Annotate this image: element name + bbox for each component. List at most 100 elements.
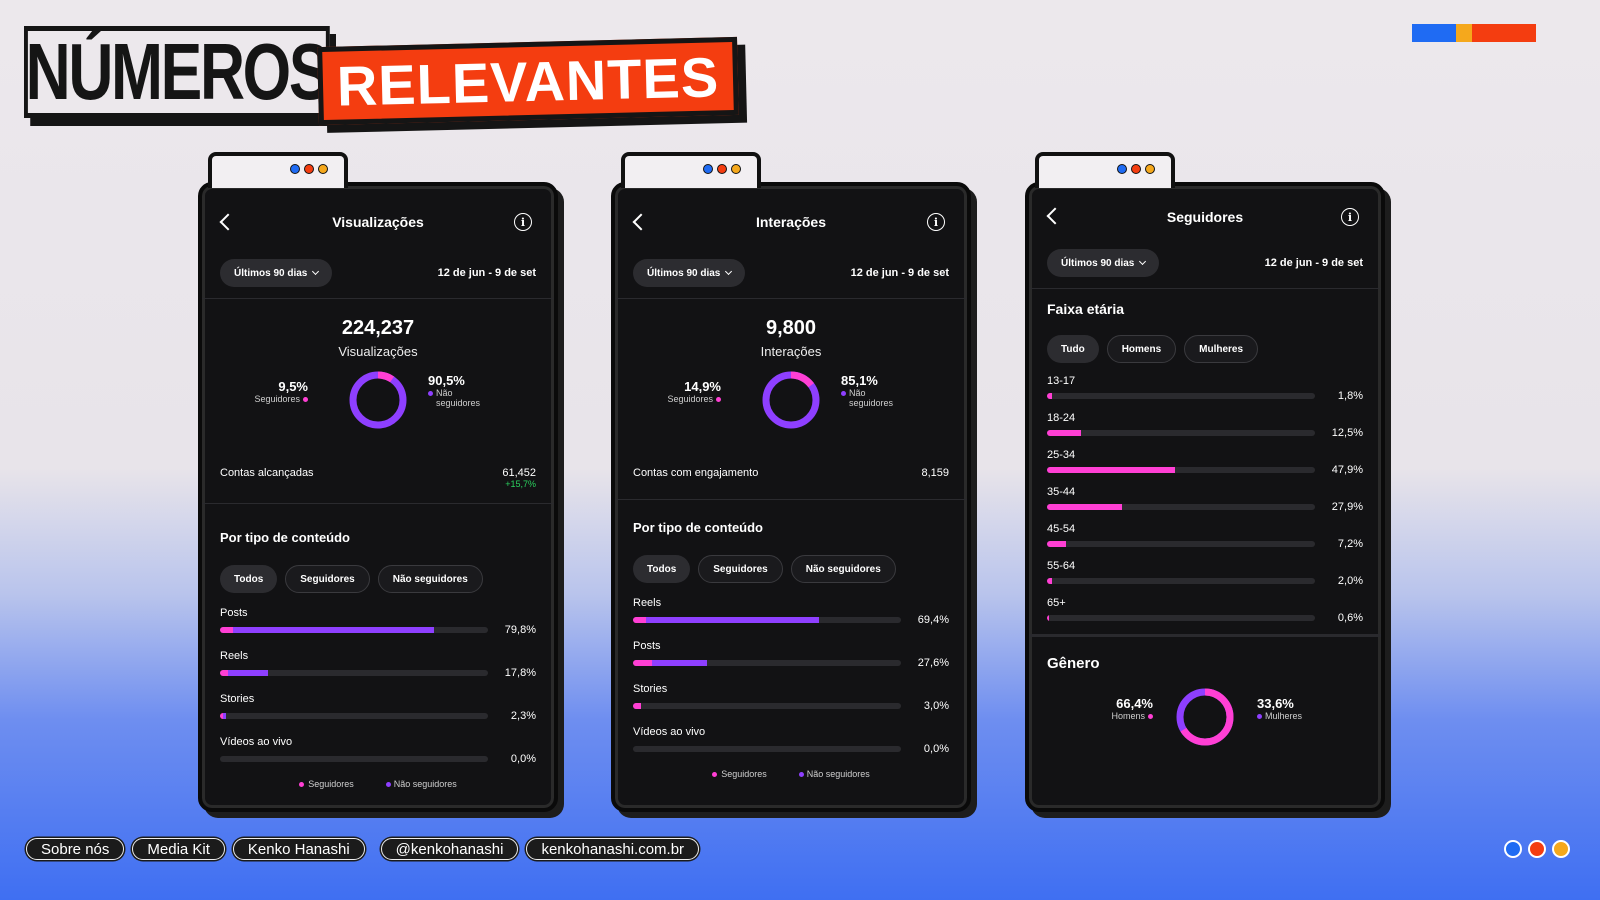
interactions-panel: Interações i Últimos 90 dias 12 de jun -… [611,152,971,812]
age-value: 27,9% [1331,501,1363,513]
legend-followers-dot-icon [712,772,718,778]
date-range: 12 de jun - 9 de set [1264,257,1363,269]
age-bar-fill [1047,615,1049,621]
window-dot-yellow-icon [318,164,328,174]
age-bar-fill [1047,578,1053,584]
content-type-bars: Posts 79,8% Reels 17,8% Stories 2,3% Vídeos ao… [220,607,536,765]
non-followers-pct: 90,5% [428,373,465,388]
bar-track [220,713,488,719]
period-dropdown[interactable]: Últimos 90 dias [220,259,333,287]
footer-link-kenko-hanashi[interactable]: Kenko Hanashi [232,838,365,860]
bar-non-followers-segment [646,617,819,623]
legend-followers: Seguidores [308,779,354,789]
followers-donut-chart [762,371,820,429]
men-dot-icon [1148,714,1153,720]
bar-track [1047,504,1315,510]
age-bar-fill [1047,393,1052,399]
back-arrow-icon[interactable] [632,213,650,231]
period-label: Últimos 90 dias [647,267,721,279]
corner-dot-red-icon [1528,840,1546,858]
tab-mulheres[interactable]: Mulheres [1184,335,1259,363]
non-followers-label-1: Não [436,388,453,398]
footer-handle[interactable]: @kenkohanashi [380,838,519,860]
age-bar-fill [1047,467,1176,473]
content-bar-row: Vídeos ao vivo 0,0% [220,736,536,765]
footer-link-media-kit[interactable]: Media Kit [132,838,225,860]
bar-non-followers-segment [233,627,434,633]
age-value: 47,9% [1331,464,1363,476]
back-arrow-icon[interactable] [1046,207,1064,225]
bar-followers-segment [633,617,647,623]
window-dot-blue-icon [1117,164,1127,174]
bar-fill [220,670,268,676]
total-interactions: 9,800 [765,317,817,339]
bar-track [1047,615,1315,621]
bar-value: 69,4% [917,614,949,626]
content-bar-row: Stories 3,0% [633,683,949,712]
age-label: 18-24 [1047,412,1076,424]
tab-nao-seguidores[interactable]: Não seguidores [790,555,896,583]
age-label: 13-17 [1047,375,1076,387]
age-label: 45-54 [1047,523,1076,535]
women-label: Mulheres [1265,711,1303,721]
window-dot-yellow-icon [731,164,741,174]
stat-value: 61,452 [502,467,536,479]
info-icon[interactable]: i [514,213,532,231]
bar-label: Vídeos ao vivo [220,736,293,748]
bar-non-followers-segment [223,713,227,719]
page-title: NÚMEROS RELEVANTES [24,26,764,136]
info-icon[interactable]: i [927,213,945,231]
brand-color-bar [1412,24,1536,42]
non-followers-label-2: seguidores [849,398,894,408]
title-relevantes: RELEVANTES [317,36,739,126]
bar-fill [220,627,434,633]
section-title: Por tipo de conteúdo [633,520,763,535]
bar-fill [633,617,819,623]
bar-track [220,756,488,762]
bar-value: 17,8% [504,667,536,679]
bar-track [1047,393,1315,399]
women-dot-icon [1257,714,1262,720]
period-label: Últimos 90 dias [1061,257,1135,269]
chevron-down-icon [1139,257,1147,266]
period-dropdown[interactable]: Últimos 90 dias [633,259,746,287]
screen-title: Seguidores [1166,209,1244,225]
tab-seguidores[interactable]: Seguidores [285,565,370,593]
tab-tudo[interactable]: Tudo [1047,335,1099,363]
views-panel: Visualizações i Últimos 90 dias 12 de ju… [198,152,558,812]
age-bar-row: 55-64 2,0% [1047,560,1363,587]
tab-todos[interactable]: Todos [220,565,278,593]
age-bar-row: 35-44 27,9% [1047,486,1363,513]
back-arrow-icon[interactable] [219,213,237,231]
total-views-label: Visualizações [338,344,418,359]
bar-followers-segment [220,713,224,719]
bar-value: 0,0% [923,743,949,755]
footer-website[interactable]: kenkohanashi.com.br [526,838,700,860]
period-dropdown[interactable]: Últimos 90 dias [1047,249,1160,277]
tab-nao-seguidores[interactable]: Não seguidores [377,565,483,593]
bar-label: Reels [633,597,662,609]
age-bar-row: 25-34 47,9% [1047,449,1363,476]
legend-non-followers: Não seguidores [806,769,870,779]
screen-title: Visualizações [332,214,424,230]
bar-track [1047,578,1315,584]
content-bar-row: Stories 2,3% [220,693,536,722]
footer-link-sobre-nos[interactable]: Sobre nós [26,838,125,860]
section-title: Por tipo de conteúdo [220,530,350,545]
gender-title: Gênero [1047,655,1100,672]
period-label: Últimos 90 dias [234,267,308,279]
followers-pct: 14,9% [684,379,721,394]
non-followers-dot-icon [428,391,433,397]
info-icon[interactable]: i [1341,208,1359,226]
tab-seguidores[interactable]: Seguidores [698,555,783,583]
tab-homens[interactable]: Homens [1106,335,1177,363]
stat-value: 8,159 [921,467,949,479]
age-label: 35-44 [1047,486,1076,498]
tab-todos[interactable]: Todos [633,555,691,583]
age-bar-fill [1047,430,1081,436]
brand-bar-yellow [1456,24,1472,42]
bar-track [1047,467,1315,473]
window-dot-red-icon [1131,164,1141,174]
donut-non-followers-ring [349,371,407,429]
bar-value: 79,8% [504,624,536,636]
